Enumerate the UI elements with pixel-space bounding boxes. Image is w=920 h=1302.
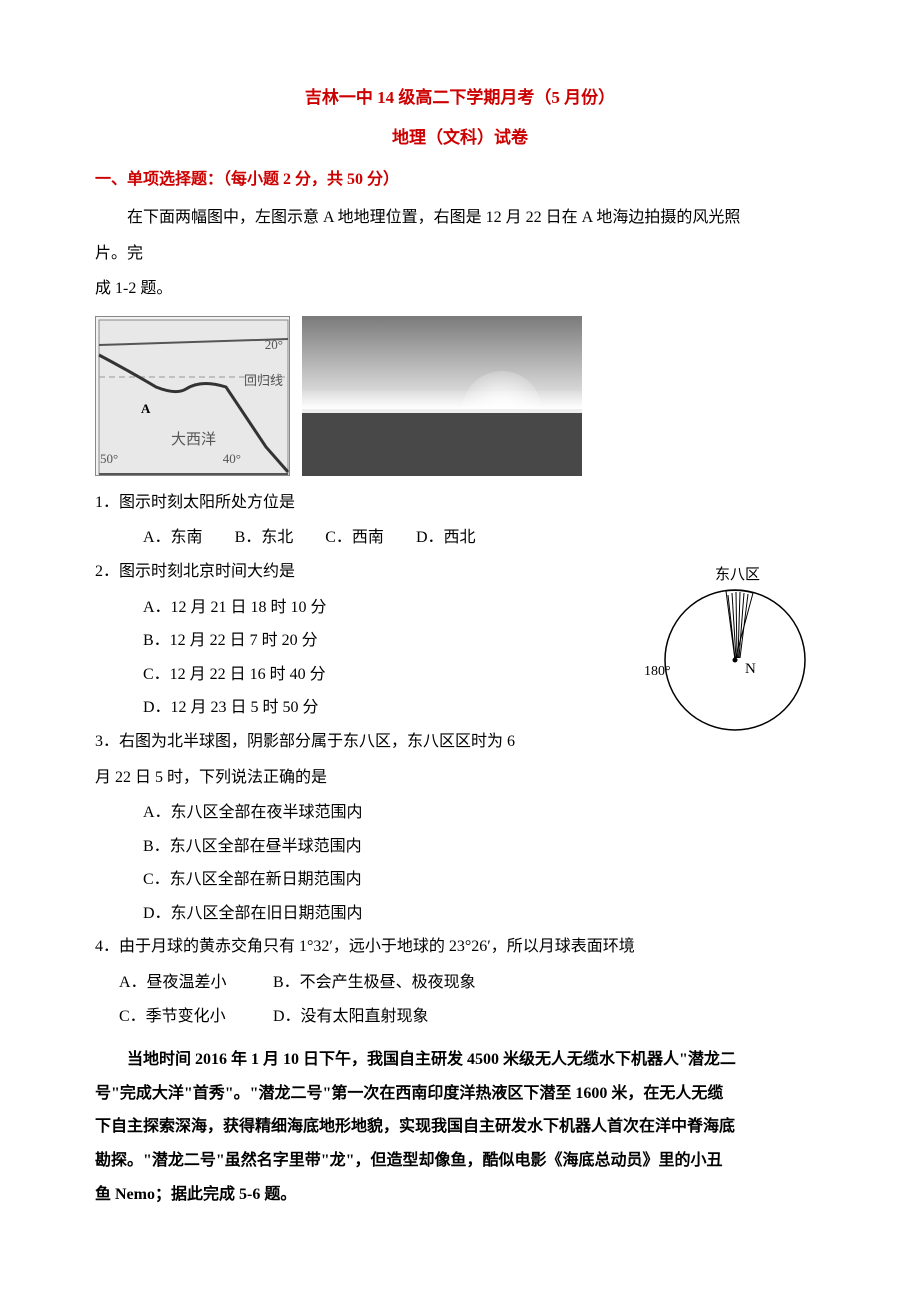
passage-1-line-3: 下自主探索深海，获得精细海底地形地貌，实现我国自主研发水下机器人首次在洋中脊海底 (95, 1110, 825, 1144)
q4-opt-b: B．不会产生极昼、极夜现象 (273, 974, 476, 991)
q4-options-row1: A．昼夜温差小 B．不会产生极昼、极夜现象 (95, 966, 825, 1000)
q3-opt-b: B．东八区全部在昼半球范围内 (95, 830, 825, 864)
map-lon-40: 40° (223, 445, 241, 472)
q4-stem: 4．由于月球的黄赤交角只有 1°32′，远小于地球的 23°26′，所以月球表面… (95, 930, 825, 964)
passage-1-line-4: 勘探。"潜龙二号"虽然名字里带"龙"，但造型却像鱼，酷似电影《海底总动员》里的小… (95, 1144, 825, 1178)
map-tropic-label: 回归线 (244, 367, 283, 394)
q1-opt-d: D．西北 (416, 521, 476, 555)
intro-1-line-1: 在下面两幅图中，左图示意 A 地地理位置，右图是 12 月 22 日在 A 地海… (95, 201, 825, 235)
intro-1-line-2: 片。完 (95, 237, 825, 271)
circle-180-label: 180° (644, 664, 671, 679)
q1-opt-c: C．西南 (325, 521, 384, 555)
q2-opt-a: A．12 月 21 日 18 时 10 分 (143, 591, 403, 625)
q3-stem-2: 月 22 日 5 时，下列说法正确的是 (95, 761, 825, 795)
q2-opt-d: D．12 月 23 日 5 时 50 分 (143, 691, 403, 725)
q1-opt-a: A．东南 (143, 521, 203, 555)
sunset-photo (302, 316, 582, 476)
q3-opt-a: A．东八区全部在夜半球范围内 (95, 796, 825, 830)
figure-row-1: 20° 回归线 A 大西洋 50° 40° (95, 316, 825, 476)
passage-1-line-5: 鱼 Nemo；据此完成 5-6 题。 (95, 1178, 825, 1212)
passage-1-line-1: 当地时间 2016 年 1 月 10 日下午，我国自主研发 4500 米级无人无… (95, 1043, 825, 1077)
passage-1-line-2: 号"完成大洋"首秀"。"潜龙二号"第一次在西南印度洋热液区下潜至 1600 米，… (95, 1077, 825, 1111)
q4-opt-d: D．没有太阳直射现象 (273, 1008, 429, 1025)
q2-opt-b: B．12 月 22 日 7 时 20 分 (143, 624, 403, 658)
circle-zone-label: 东八区 (715, 566, 760, 583)
q1-stem: 1．图示时刻太阳所处方位是 (95, 486, 825, 520)
map-lon-50: 50° (100, 445, 118, 472)
q2-opt-c: C．12 月 22 日 16 时 40 分 (143, 658, 403, 692)
q3-opt-d: D．东八区全部在旧日期范围内 (95, 897, 825, 931)
q4-options-row2: C．季节变化小 D．没有太阳直射现象 (95, 1000, 825, 1034)
exam-title-2: 地理（文科）试卷 (95, 120, 825, 156)
q1-options: A．东南 B．东北 C．西南 D．西北 (95, 521, 825, 555)
map-point-a: A (141, 395, 150, 422)
photo-svg (302, 316, 582, 476)
section-1-heading: 一、单项选择题：（每小题 2 分，共 50 分） (95, 163, 825, 197)
map-figure: 20° 回归线 A 大西洋 50° 40° (95, 316, 290, 476)
map-lat-20: 20° (265, 331, 283, 358)
q4-opt-a: A．昼夜温差小 (119, 966, 269, 1000)
q4-opt-c: C．季节变化小 (119, 1000, 269, 1034)
circle-svg: 东八区 180° N (640, 565, 825, 740)
intro-1-line-3: 成 1-2 题。 (95, 272, 825, 306)
map-ocean-label: 大西洋 (171, 425, 216, 457)
circle-diagram: 东八区 180° N (640, 565, 825, 740)
q3-opt-c: C．东八区全部在新日期范围内 (95, 863, 825, 897)
circle-n-label: N (745, 661, 756, 677)
q1-opt-b: B．东北 (235, 521, 294, 555)
exam-title-1: 吉林一中 14 级高二下学期月考（5 月份） (95, 80, 825, 116)
